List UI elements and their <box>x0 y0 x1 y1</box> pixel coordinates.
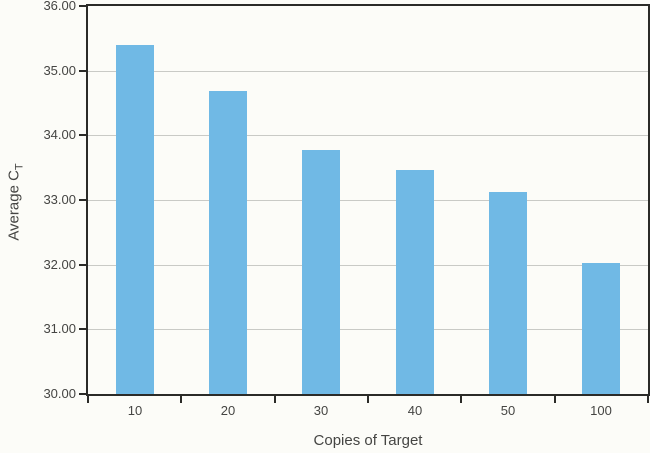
y-axis-title-text: Average C <box>5 170 23 241</box>
y-tick <box>79 199 86 201</box>
x-tick <box>180 396 182 403</box>
y-tick <box>79 393 86 395</box>
x-category-label: 10 <box>127 403 143 418</box>
x-tick <box>554 396 556 403</box>
x-tick <box>274 396 276 403</box>
y-tick-label: 34.00 <box>43 127 76 142</box>
y-tick-label: 30.00 <box>43 386 76 401</box>
x-category-label: 40 <box>407 403 423 418</box>
x-category-label: 100 <box>590 403 612 418</box>
x-tick <box>367 396 369 403</box>
y-tick-label: 33.00 <box>43 192 76 207</box>
bar-10 <box>116 45 154 394</box>
x-category-label: 20 <box>220 403 236 418</box>
bar-50 <box>489 192 527 394</box>
y-tick <box>79 134 86 136</box>
y-tick-label: 31.00 <box>43 321 76 336</box>
bar-100 <box>582 263 620 394</box>
y-tick-label: 36.00 <box>43 0 76 13</box>
y-tick-label: 32.00 <box>43 257 76 272</box>
x-category-label: 50 <box>500 403 516 418</box>
x-tick <box>647 396 649 403</box>
y-gridline <box>88 329 648 330</box>
y-gridline <box>88 200 648 201</box>
plot-area <box>86 4 650 396</box>
bar-30 <box>302 150 340 394</box>
y-tick <box>79 70 86 72</box>
y-gridline <box>88 71 648 72</box>
y-tick-label: 35.00 <box>43 63 76 78</box>
y-tick <box>79 328 86 330</box>
y-tick <box>79 5 86 7</box>
bar-40 <box>396 170 434 394</box>
x-axis-title: Copies of Target <box>313 432 423 449</box>
y-axis-title: Average CT <box>5 163 26 241</box>
y-tick <box>79 264 86 266</box>
y-axis-title-subscript: T <box>13 163 26 171</box>
x-category-label: 30 <box>313 403 329 418</box>
bar-20 <box>209 91 247 394</box>
plot-inner <box>88 6 648 394</box>
x-tick <box>87 396 89 403</box>
y-gridline <box>88 265 648 266</box>
x-tick <box>460 396 462 403</box>
y-gridline <box>88 135 648 136</box>
